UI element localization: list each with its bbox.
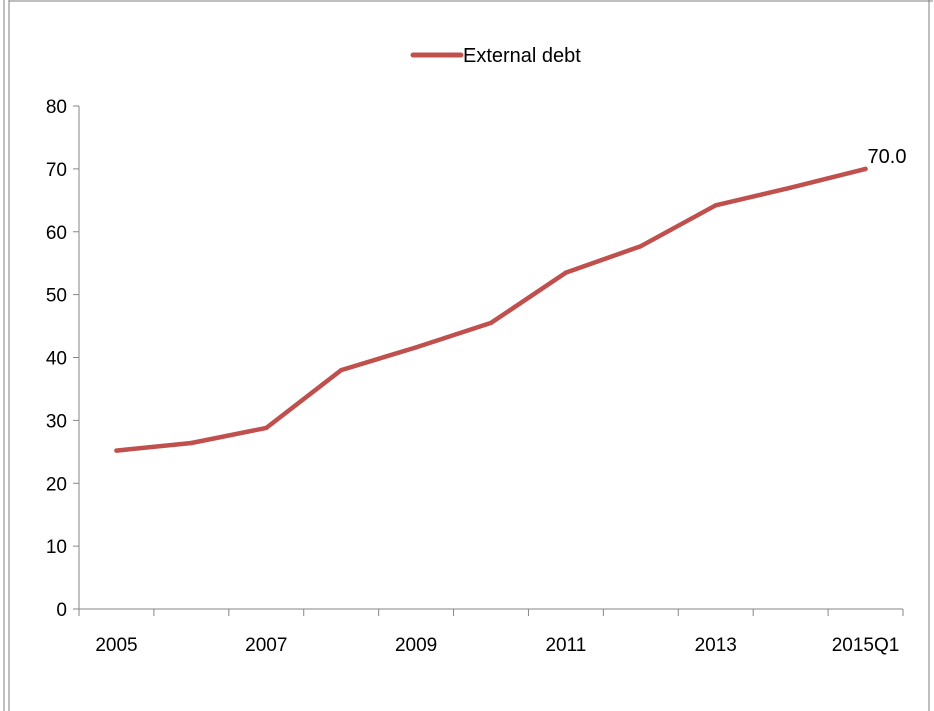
y-tick-label: 20 bbox=[46, 474, 67, 495]
x-tick-label: 2011 bbox=[545, 635, 586, 656]
data-label: 70.0 bbox=[868, 146, 907, 168]
y-tick-label: 30 bbox=[46, 411, 67, 432]
x-tick-label: 2015Q1 bbox=[832, 635, 900, 656]
data-point bbox=[264, 425, 269, 431]
y-tick-label: 80 bbox=[46, 97, 67, 118]
data-point bbox=[488, 320, 494, 326]
series-layer bbox=[114, 166, 868, 453]
x-tick-label: 2007 bbox=[245, 635, 287, 656]
y-tick-label: 40 bbox=[46, 349, 67, 370]
legend-label-external-debt: External debt bbox=[463, 45, 581, 67]
y-axis: 0 10 20 30 40 50 60 70 80 bbox=[46, 97, 80, 621]
data-point bbox=[713, 203, 718, 208]
legend: External debt bbox=[410, 45, 581, 67]
y-tick-label: 50 bbox=[46, 286, 67, 307]
data-point bbox=[863, 166, 868, 172]
x-tick-label: 2013 bbox=[695, 635, 737, 656]
y-tick-label: 60 bbox=[46, 223, 67, 244]
annotation-layer: 70.0 bbox=[868, 146, 907, 168]
data-point bbox=[114, 448, 119, 453]
data-point bbox=[638, 244, 644, 249]
data-point bbox=[413, 345, 419, 350]
y-tick-label: 10 bbox=[46, 537, 67, 558]
data-point bbox=[563, 270, 569, 275]
series-line-external-debt bbox=[114, 166, 868, 453]
y-tick-label: 0 bbox=[56, 600, 67, 621]
y-tick-label: 70 bbox=[46, 160, 67, 181]
x-tick-label: 2005 bbox=[95, 635, 137, 656]
data-point bbox=[788, 185, 793, 190]
data-point bbox=[338, 367, 344, 373]
data-point bbox=[189, 440, 194, 446]
x-axis: 2005 2007 2009 2011 2013 2015Q1 bbox=[78, 608, 904, 656]
x-tick-label: 2009 bbox=[395, 635, 437, 656]
